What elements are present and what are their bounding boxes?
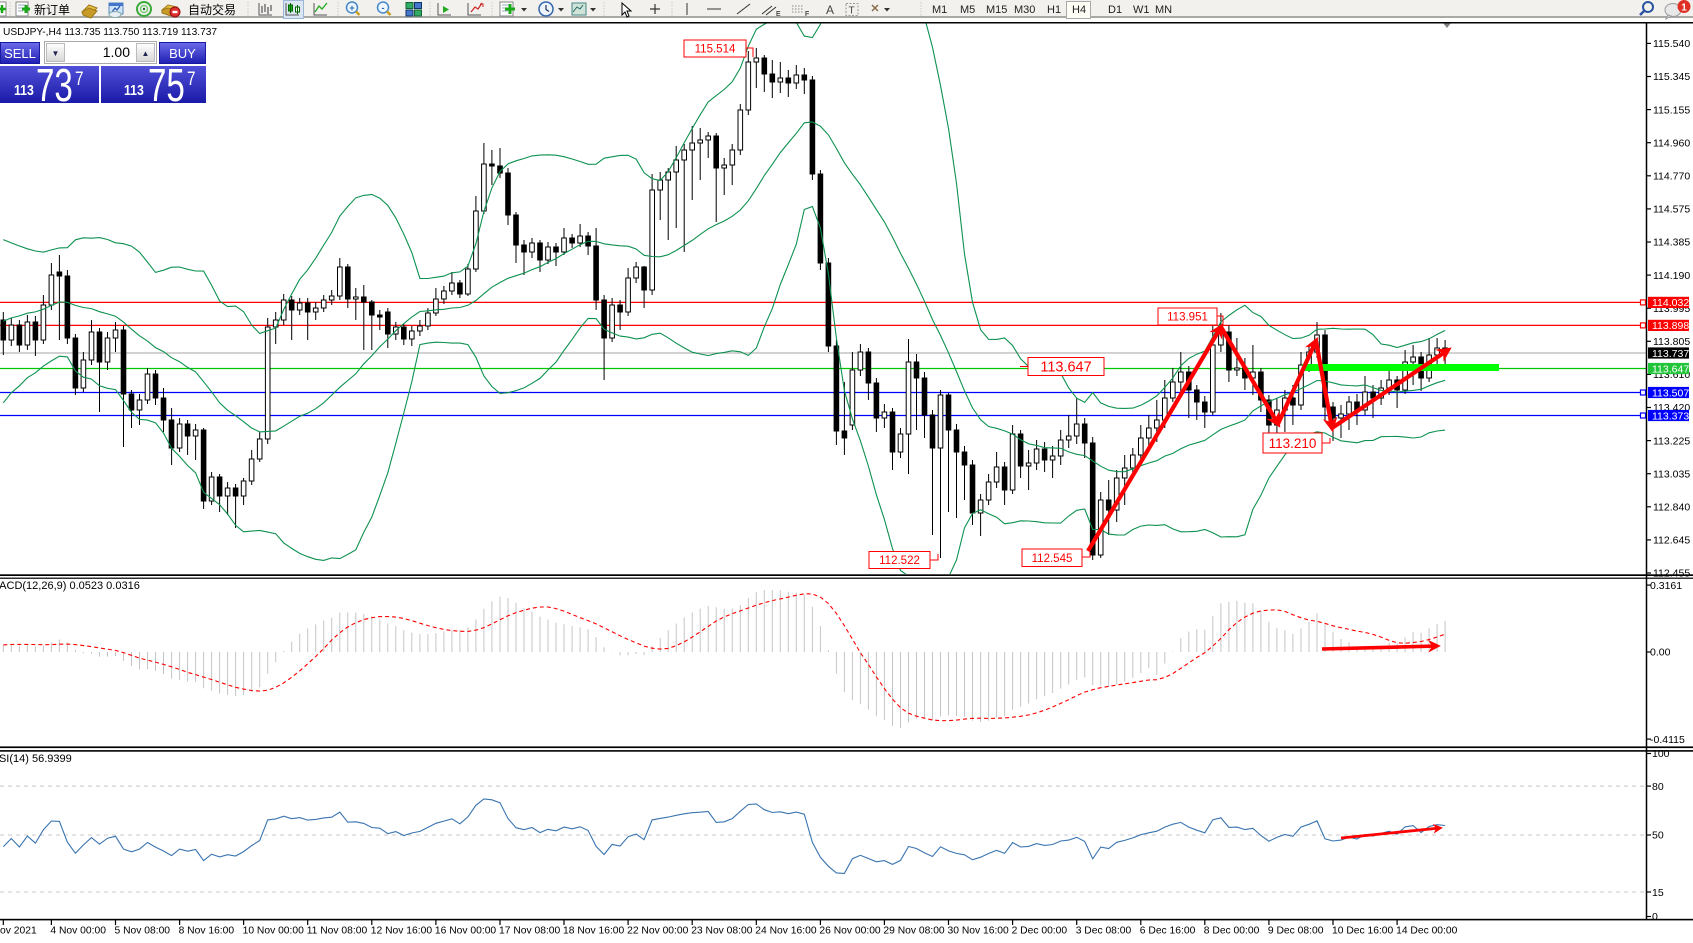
svg-text:4 Nov 00:00: 4 Nov 00:00 [50,926,106,937]
svg-text:17 Nov 08:00: 17 Nov 08:00 [499,926,561,937]
svg-text:H4: H4 [1072,4,1086,16]
svg-text:9 Dec 08:00: 9 Dec 08:00 [1268,926,1324,937]
svg-text:11 Nov 08:00: 11 Nov 08:00 [307,926,368,937]
svg-text:114.575: 114.575 [1653,204,1690,216]
svg-text:112.645: 112.645 [1653,535,1690,547]
svg-text:D1: D1 [1108,4,1122,16]
svg-text:3 Dec 08:00: 3 Dec 08:00 [1076,926,1132,937]
svg-text:H1: H1 [1047,4,1061,16]
svg-text:0: 0 [1652,911,1658,923]
svg-text:114.190: 114.190 [1653,270,1690,282]
svg-text:15: 15 [1652,887,1664,899]
svg-text:30 Nov 16:00: 30 Nov 16:00 [948,926,1010,937]
svg-text:80: 80 [1652,781,1664,793]
svg-text:114.770: 114.770 [1653,171,1690,183]
svg-text:M30: M30 [1014,4,1035,16]
svg-text:112.545: 112.545 [1032,553,1073,565]
svg-text:113.210: 113.210 [1269,436,1317,451]
svg-text:F: F [805,11,809,18]
svg-text:新订单: 新订单 [34,2,70,17]
svg-text:W1: W1 [1133,4,1150,16]
svg-text:M1: M1 [932,4,947,16]
svg-text:RSI(14) 56.9399: RSI(14) 56.9399 [0,753,72,765]
svg-text:113.225: 113.225 [1653,435,1690,447]
svg-text:22 Nov 00:00: 22 Nov 00:00 [627,926,689,937]
svg-text:112.522: 112.522 [879,555,920,567]
svg-text:115.514: 115.514 [695,44,736,56]
svg-text:A: A [826,3,834,17]
svg-text:8 Nov 16:00: 8 Nov 16:00 [179,926,235,937]
svg-text:+: + [349,3,354,13]
svg-text:0.00: 0.00 [1650,647,1671,659]
svg-text:1: 1 [1681,3,1687,14]
svg-text:8 Dec 00:00: 8 Dec 00:00 [1204,926,1260,937]
svg-text:112.840: 112.840 [1653,502,1690,514]
svg-text:26 Nov 00:00: 26 Nov 00:00 [819,926,881,937]
svg-text:USDJPY-,H4 113.735 113.750 11: USDJPY-,H4 113.735 113.750 113.719 113.7… [3,27,217,38]
svg-text:MACD(12,26,9) 0.0523 0.0316: MACD(12,26,9) 0.0523 0.0316 [0,580,140,592]
svg-text:113.898: 113.898 [1652,320,1689,332]
svg-text:114.032: 114.032 [1652,297,1689,309]
svg-text:113.647: 113.647 [1040,360,1091,376]
svg-text:M15: M15 [986,4,1007,16]
svg-text:2 Dec 00:00: 2 Dec 00:00 [1012,926,1068,937]
svg-text:114.960: 114.960 [1653,137,1690,149]
svg-text:10 Dec 16:00: 10 Dec 16:00 [1332,926,1394,937]
svg-text:50: 50 [1652,830,1664,842]
svg-text:113.035: 113.035 [1653,468,1690,480]
svg-text:113.805: 113.805 [1653,336,1690,348]
svg-text:自动交易: 自动交易 [188,2,236,17]
svg-text:113.373: 113.373 [1652,410,1689,422]
svg-text:16 Nov 00:00: 16 Nov 00:00 [435,926,497,937]
svg-text:10 Nov 00:00: 10 Nov 00:00 [243,926,305,937]
svg-text:23 Nov 08:00: 23 Nov 08:00 [691,926,753,937]
svg-text:5 Nov 08:00: 5 Nov 08:00 [115,926,171,937]
svg-text:29 Nov 08:00: 29 Nov 08:00 [883,926,945,937]
svg-text:113.951: 113.951 [1167,312,1208,324]
svg-text:6 Dec 16:00: 6 Dec 16:00 [1140,926,1196,937]
svg-text:24 Nov 16:00: 24 Nov 16:00 [755,926,817,937]
svg-text:0.3161: 0.3161 [1650,580,1682,592]
svg-text:14 Dec 00:00: 14 Dec 00:00 [1396,926,1458,937]
svg-text:113.507: 113.507 [1652,387,1689,399]
svg-text:115.155: 115.155 [1653,104,1690,116]
svg-text:T: T [849,6,855,17]
svg-text:115.345: 115.345 [1653,71,1690,83]
svg-text:M5: M5 [960,4,975,16]
svg-text:113.647: 113.647 [1652,363,1689,375]
svg-text:-0.4115: -0.4115 [1650,734,1685,746]
svg-text:115.540: 115.540 [1653,38,1690,50]
svg-text:E: E [776,11,781,18]
svg-text:-: - [382,3,385,13]
svg-text:12 Nov 16:00: 12 Nov 16:00 [371,926,433,937]
svg-text:112.455: 112.455 [1653,568,1690,580]
svg-text:100: 100 [1652,748,1670,760]
svg-text:MN: MN [1155,4,1172,16]
svg-text:113.737: 113.737 [1652,348,1689,360]
svg-text:18 Nov 16:00: 18 Nov 16:00 [563,926,625,937]
svg-text:3 Nov 2021: 3 Nov 2021 [0,926,37,937]
svg-text:114.385: 114.385 [1653,237,1690,249]
